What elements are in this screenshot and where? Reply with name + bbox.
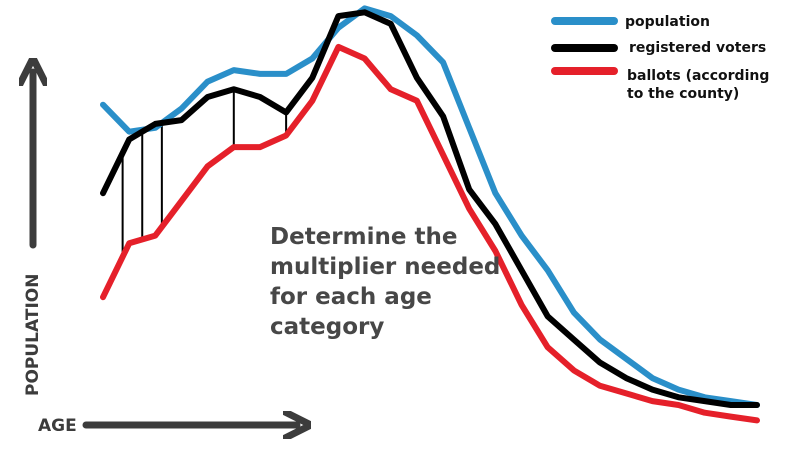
legend-label-registered-voters: registered voters [629, 40, 766, 56]
x-axis-label: AGE [38, 416, 77, 436]
legend-label-population: population [625, 14, 710, 30]
legend-label-ballots: ballots (according to the county) [627, 68, 769, 102]
series-line-ballots [100, 43, 760, 424]
series-lines [100, 5, 760, 424]
legend: population registered voters ballots (ac… [551, 14, 769, 102]
series-line-population [100, 5, 760, 408]
y-axis-label: POPULATION [23, 274, 43, 396]
annotation-text: Determine the multiplier needed for each… [270, 224, 501, 340]
series-line-registered [100, 9, 760, 408]
